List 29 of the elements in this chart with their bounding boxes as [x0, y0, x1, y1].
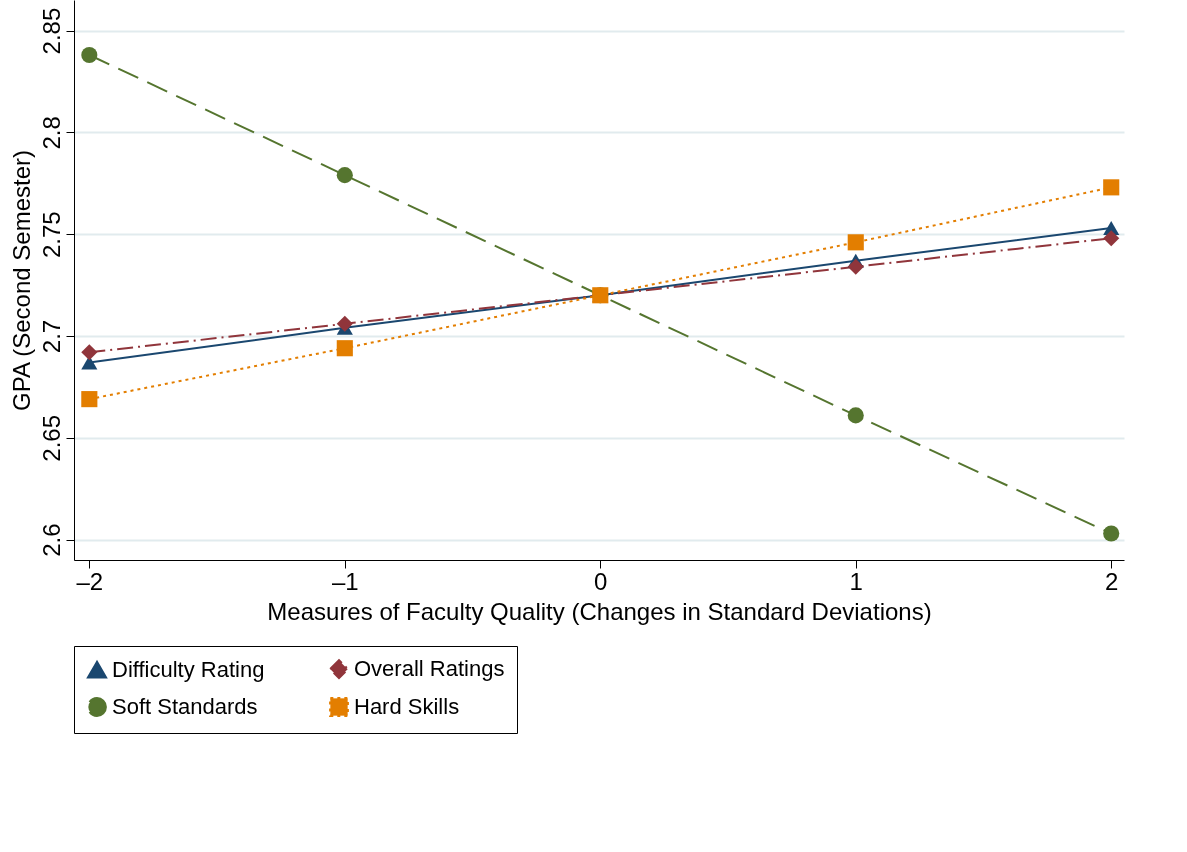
x-tick-label: 2 [1105, 567, 1119, 595]
y-axis-title: GPA (Second Semester) [7, 150, 35, 411]
y-tick-label: 2.85 [37, 7, 65, 55]
point [847, 407, 864, 424]
point [1103, 230, 1120, 247]
y-tick-label: 2.6 [37, 523, 65, 557]
y-tick-label: 2.7 [37, 319, 65, 354]
y-tick-label: 2.65 [37, 414, 65, 462]
x-tick-label: 1 [849, 567, 863, 595]
point [1103, 179, 1120, 196]
point [847, 234, 864, 251]
legend-label: Hard Skills [354, 694, 460, 719]
point [336, 315, 353, 332]
x-tick-label: –2 [76, 567, 104, 595]
x-tick-label: –1 [331, 567, 359, 595]
point [847, 258, 864, 275]
x-axis-title: Measures of Faculty Quality (Changes in Standard Deviations) [267, 597, 932, 625]
y-tick-label: 2.8 [37, 116, 65, 150]
point [336, 167, 353, 184]
legend-label: Soft Standards [112, 694, 258, 719]
point [1103, 525, 1120, 542]
point [81, 391, 98, 408]
point [336, 340, 353, 357]
legend-label: Overall Ratings [354, 656, 505, 682]
legend-label: Difficulty Rating [112, 656, 265, 682]
y-tick-label: 2.75 [37, 211, 65, 259]
x-tick-label: 0 [594, 567, 608, 595]
point [81, 46, 98, 64]
point [81, 344, 98, 361]
